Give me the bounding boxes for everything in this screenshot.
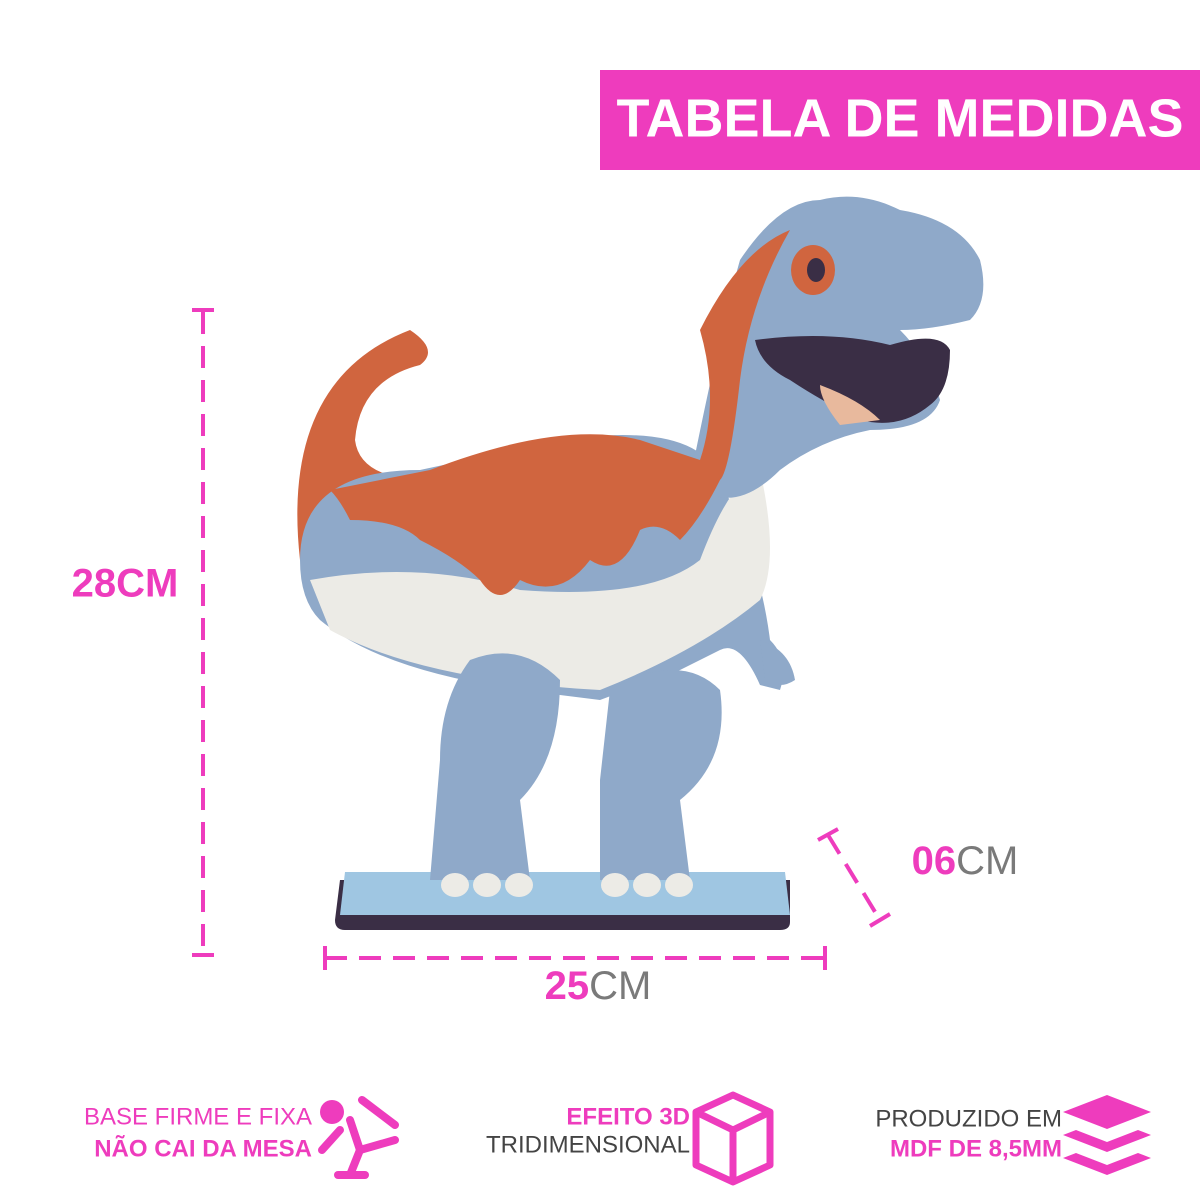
width-dimension [323, 946, 827, 970]
header-title: TABELA DE MEDIDAS [617, 88, 1184, 148]
feature-line2: NÃO CAI DA MESA [94, 1134, 312, 1162]
width-unit: CM [589, 964, 651, 1008]
height-label: 28CM [72, 562, 179, 606]
feature-line2: MDF DE 8,5MM [890, 1135, 1062, 1162]
depth-dimension [817, 827, 892, 928]
width-number: 25 [545, 964, 590, 1008]
width-label: 25CM [545, 964, 652, 1008]
depth-number: 06 [912, 839, 957, 883]
cube-icon [692, 1091, 774, 1186]
depth-label: 06CM [912, 839, 1019, 883]
feature-line1: PRODUZIDO EM [875, 1105, 1062, 1132]
depth-unit: CM [956, 839, 1018, 883]
falling-icon [318, 1096, 399, 1179]
feature-line1: BASE FIRME E FIXA [84, 1103, 312, 1130]
dinosaur-illustration [297, 196, 984, 930]
layers-icon [1063, 1095, 1151, 1175]
feature-line2: TRIDIMENSIONAL [486, 1131, 690, 1158]
height-dimension [192, 308, 214, 957]
header-banner [600, 70, 1200, 170]
feature-line1: EFEITO 3D [566, 1103, 690, 1130]
